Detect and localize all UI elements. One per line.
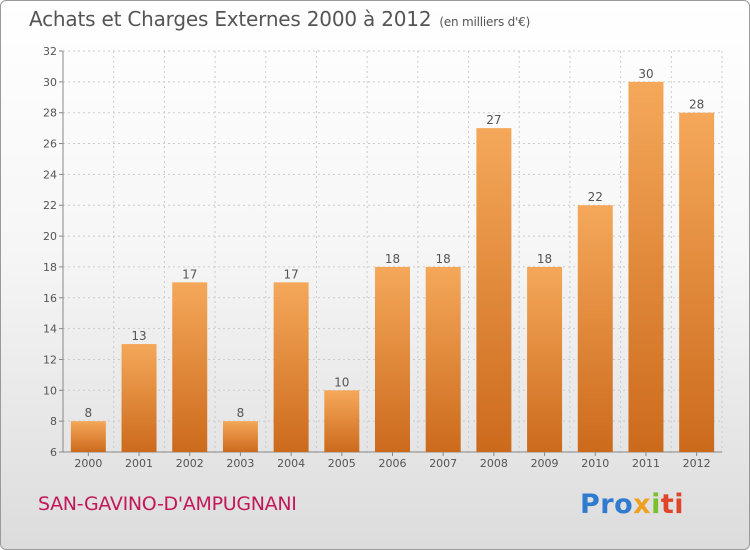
bar: [324, 390, 360, 452]
data-label: 18: [436, 252, 451, 266]
x-tick-label: 2012: [683, 457, 711, 470]
data-label: 10: [334, 375, 349, 389]
y-tick-label: 24: [43, 168, 57, 181]
bars: [70, 81, 715, 452]
bar: [273, 282, 309, 452]
y-tick-label: 18: [43, 261, 57, 274]
y-tick-label: 26: [43, 138, 57, 151]
y-tick-label: 20: [43, 230, 57, 243]
bar: [476, 128, 512, 452]
logo-part-3: i: [651, 489, 661, 520]
chart-title-text: Achats et Charges Externes 2000 à 2012: [29, 7, 432, 31]
y-tick-label: 16: [43, 292, 57, 305]
y-tick-label: 22: [43, 199, 57, 212]
bar: [527, 266, 563, 452]
data-label: 17: [283, 267, 298, 281]
x-tick-label: 2011: [632, 457, 660, 470]
y-tick-label: 14: [43, 323, 57, 336]
proxiti-logo: Proxiti: [580, 489, 684, 520]
x-tick-label: 2006: [379, 457, 407, 470]
data-label: 30: [638, 67, 653, 81]
y-tick-label: 32: [43, 45, 57, 58]
bar: [679, 112, 715, 452]
x-tick-label: 2010: [581, 457, 609, 470]
bar: [172, 282, 208, 452]
data-label: 18: [385, 252, 400, 266]
y-tick-label: 6: [50, 446, 57, 459]
x-tick-label: 2005: [328, 457, 356, 470]
bar: [121, 344, 157, 452]
y-tick-label: 28: [43, 107, 57, 120]
x-tick-label: 2009: [531, 457, 559, 470]
data-label: 13: [131, 329, 146, 343]
x-tick-label: 2002: [176, 457, 204, 470]
data-label: 28: [689, 98, 704, 112]
bar: [222, 421, 258, 452]
bar: [425, 266, 461, 452]
bar: [375, 266, 410, 452]
y-tick-label: 12: [43, 353, 57, 366]
x-tick-label: 2004: [277, 457, 305, 470]
chart-title: Achats et Charges Externes 2000 à 2012 (e…: [29, 7, 530, 31]
data-label: 17: [182, 267, 197, 281]
y-tick-label: 8: [50, 415, 57, 428]
x-tick-label: 2003: [226, 457, 254, 470]
bar: [70, 421, 106, 452]
x-tick-label: 2008: [480, 457, 508, 470]
y-tick-label: 10: [43, 384, 57, 397]
data-label: 8: [237, 406, 245, 420]
commune-name: SAN-GAVINO-D'AMPUGNANI: [38, 493, 297, 515]
x-tick-label: 2001: [125, 457, 153, 470]
bar: [628, 81, 664, 452]
logo-part-1: Pro: [580, 489, 634, 520]
x-tick-label: 2000: [74, 457, 102, 470]
data-label: 27: [486, 113, 501, 127]
logo-part-4: ti: [660, 489, 685, 520]
y-tick-label: 30: [43, 76, 57, 89]
data-label: 22: [588, 190, 603, 204]
data-label: 18: [537, 252, 552, 266]
bar: [577, 205, 613, 452]
data-labels: 8 13 17 8 17 10 18 18 27 18 22 30 28: [85, 67, 705, 420]
data-label: 8: [85, 406, 93, 420]
logo-part-2: x: [633, 489, 652, 520]
chart-title-unit: (en milliers d'€): [439, 15, 531, 29]
x-tick-label: 2007: [429, 457, 457, 470]
